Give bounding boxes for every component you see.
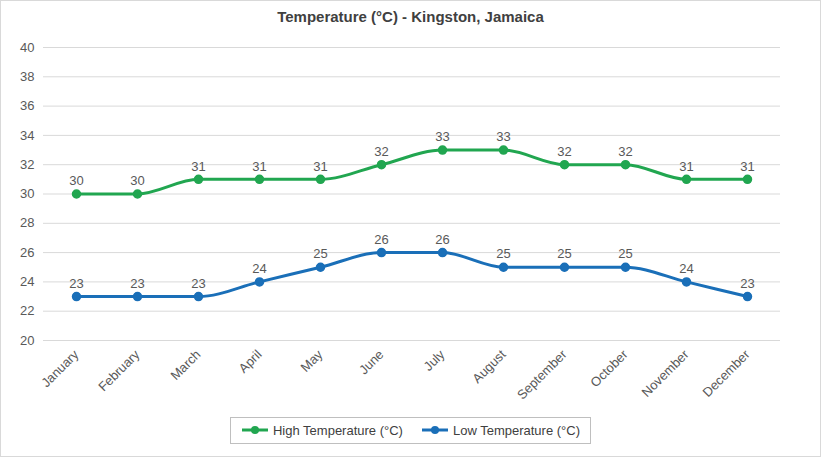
html-text:Temperature (°C) - Kingston, J: Temperature (°C) - Kingston, Jamaica [277,8,544,25]
svg-text:32: 32 [20,157,34,172]
svg-text:32: 32 [557,144,571,159]
svg-text:January: January [38,346,82,390]
svg-text:September: September [514,346,570,402]
svg-text:31: 31 [679,159,693,174]
svg-text:25: 25 [557,246,571,261]
svg-text:24: 24 [679,261,693,276]
svg-text:31: 31 [313,159,327,174]
svg-text:25: 25 [618,246,632,261]
svg-text:33: 33 [435,129,449,144]
svg-text:30: 30 [20,186,34,201]
svg-text:June: June [356,347,387,378]
svg-text:April: April [236,347,265,376]
svg-text:July: July [421,346,448,373]
svg-text:26: 26 [435,232,449,247]
svg-text:December: December [700,346,753,399]
svg-text:26: 26 [374,232,388,247]
svg-text:20: 20 [20,333,34,348]
svg-text:40: 40 [20,40,34,55]
svg-text:31: 31 [740,159,754,174]
svg-text:November: November [639,346,692,399]
svg-text:23: 23 [191,276,205,291]
svg-text:31: 31 [252,159,266,174]
svg-text:28: 28 [20,215,34,230]
svg-text:30: 30 [69,173,83,188]
svg-text:23: 23 [130,276,144,291]
svg-text:26: 26 [20,245,34,260]
svg-text:May: May [298,346,326,374]
svg-text:February: February [95,346,143,394]
svg-text:38: 38 [20,69,34,84]
svg-text:32: 32 [618,144,632,159]
svg-text:33: 33 [496,129,510,144]
svg-text:24: 24 [252,261,266,276]
svg-text:25: 25 [496,246,510,261]
svg-text:30: 30 [130,173,144,188]
html-text:High Temperature (°C): High Temperature (°C) [273,422,403,438]
svg-text:22: 22 [20,303,34,318]
svg-text:32: 32 [374,144,388,159]
html-text:Low Temperature (°C): Low Temperature (°C) [452,422,580,438]
svg-text:25: 25 [313,246,327,261]
svg-text:March: March [167,347,203,383]
svg-text:August: August [469,347,508,386]
svg-text:24: 24 [20,274,34,289]
svg-text:36: 36 [20,98,34,113]
svg-text:23: 23 [69,276,83,291]
svg-text:23: 23 [740,276,754,291]
svg-text:October: October [587,346,631,390]
svg-text:31: 31 [191,159,205,174]
svg-text:34: 34 [20,128,34,143]
